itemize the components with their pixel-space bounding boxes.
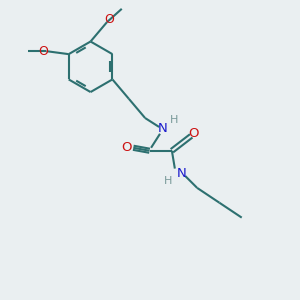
Text: H: H [164,176,172,186]
Text: N: N [176,167,186,179]
Text: O: O [121,141,132,154]
Text: H: H [170,115,178,125]
Text: O: O [38,45,48,58]
Text: O: O [104,13,114,26]
Text: O: O [188,127,199,140]
Text: N: N [158,122,168,135]
